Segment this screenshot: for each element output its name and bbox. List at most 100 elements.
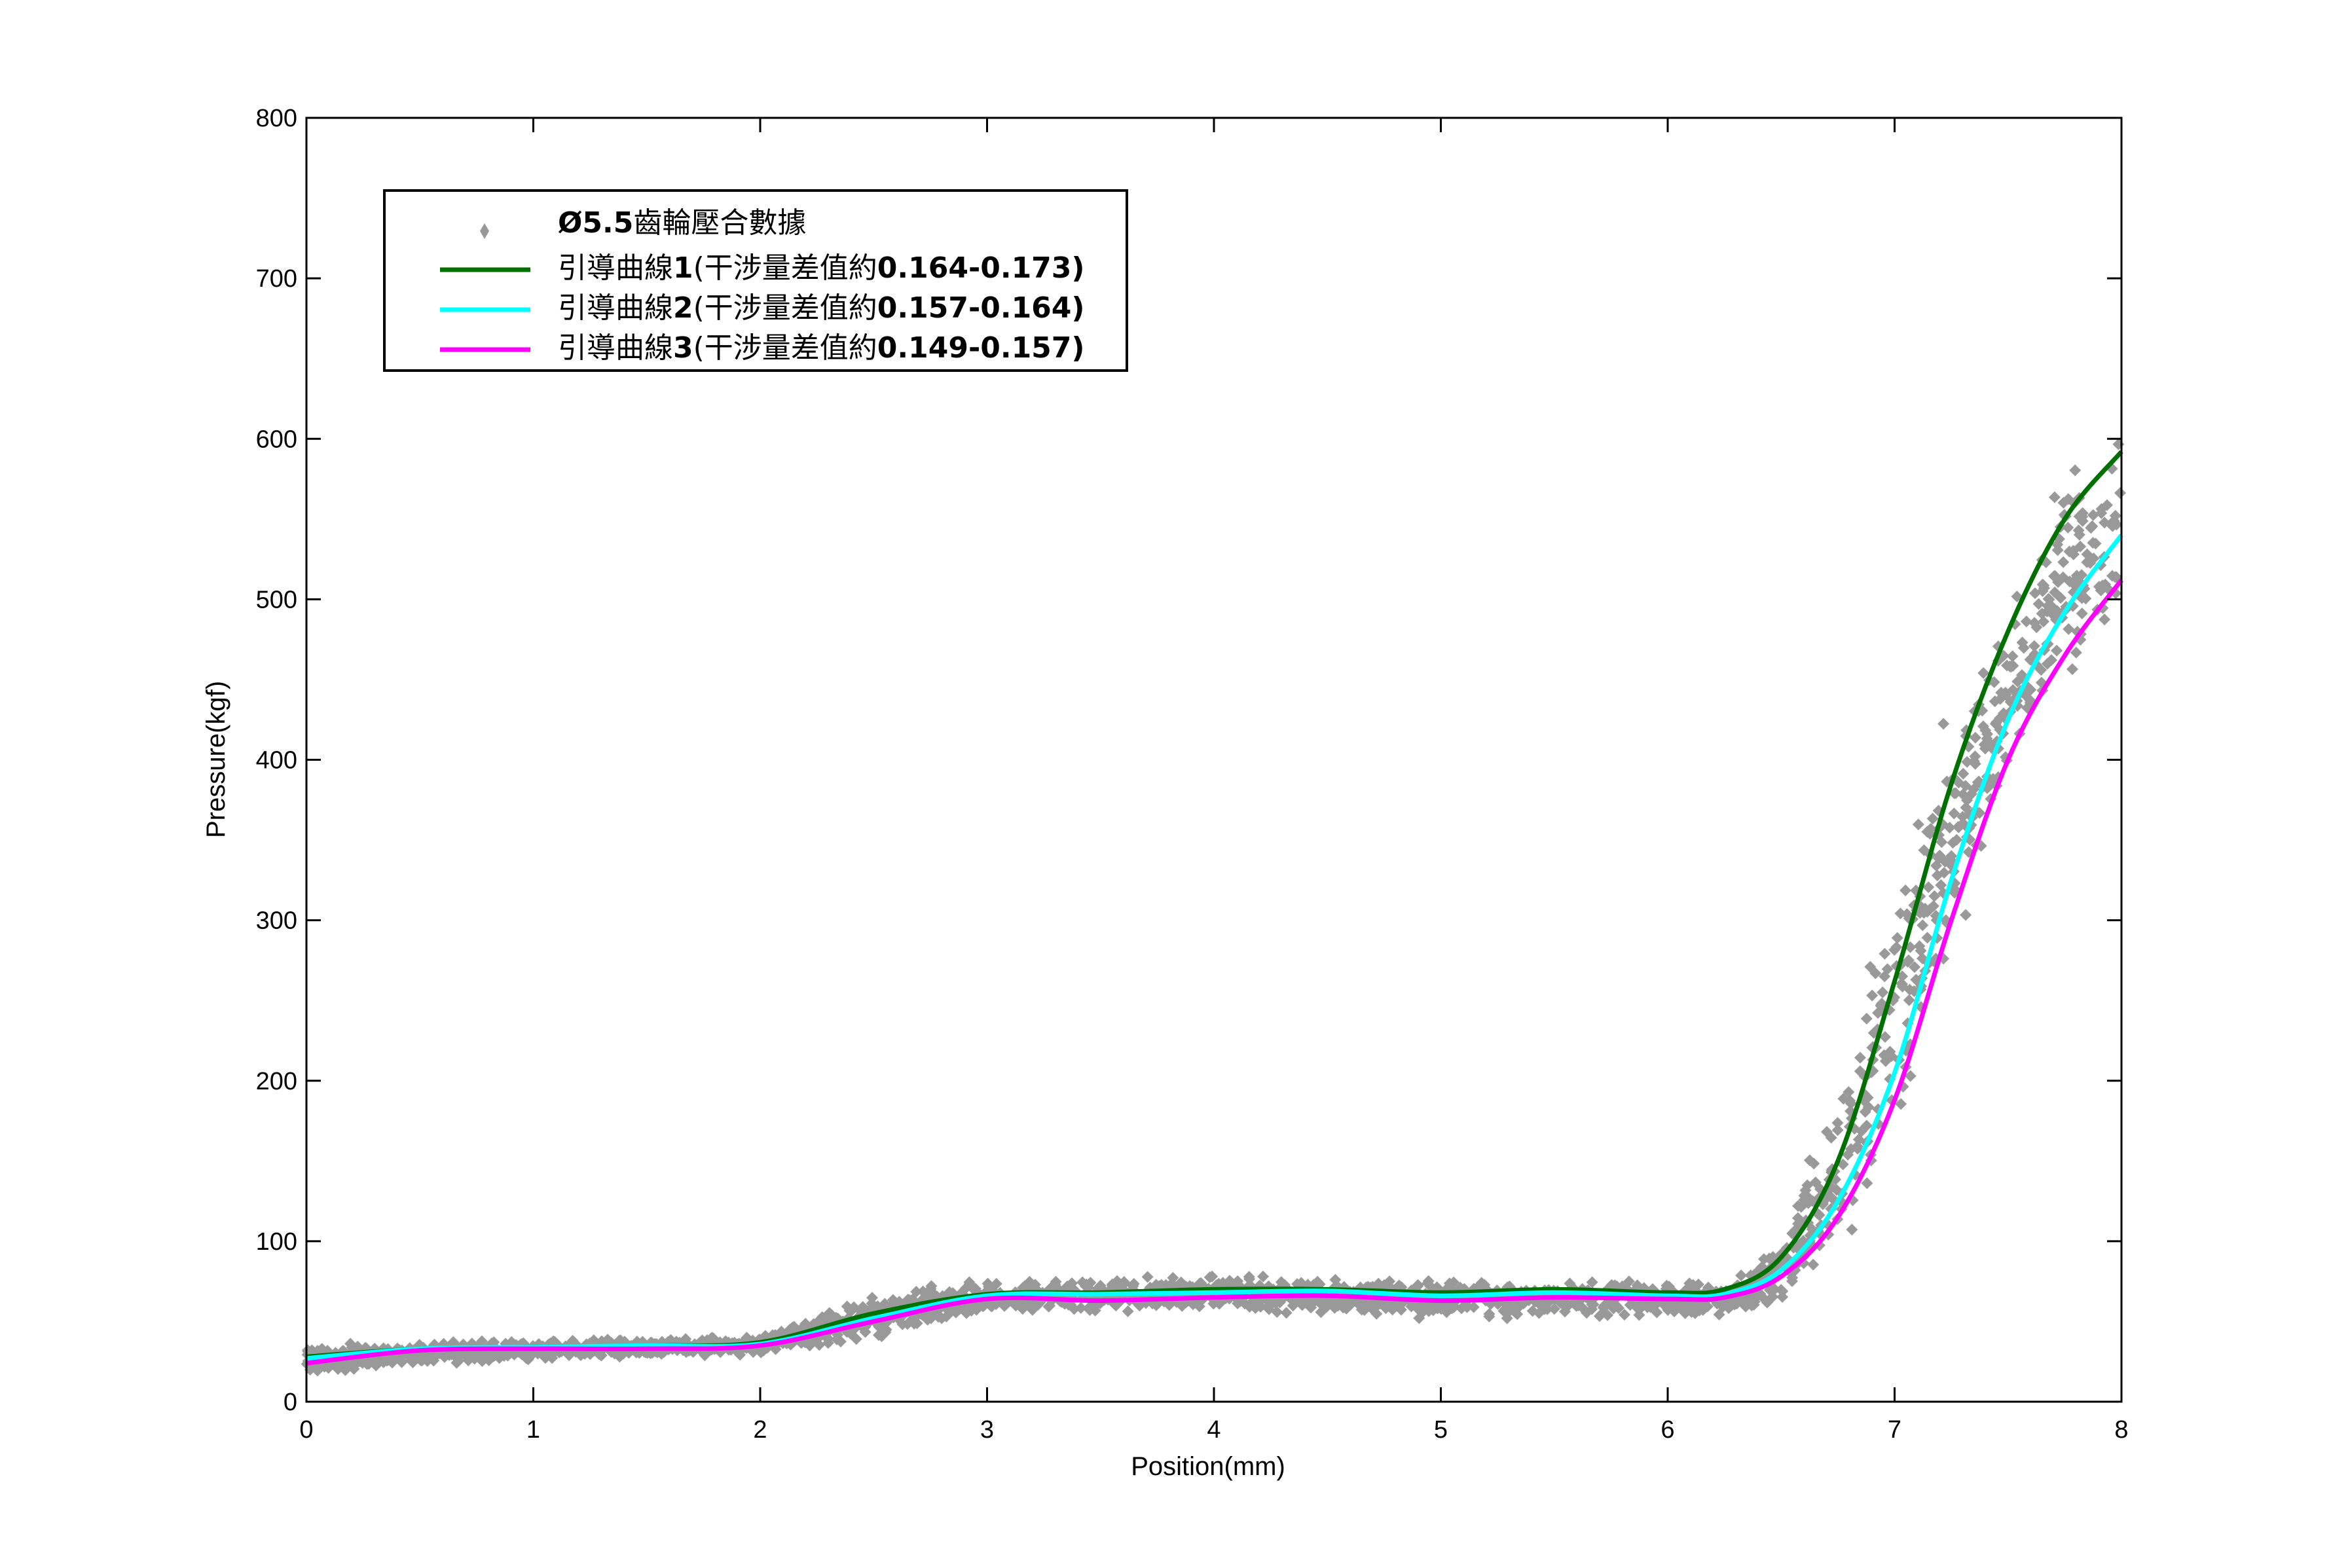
scatter-point [1175,1276,1187,1288]
scatter-point [2066,577,2079,589]
scatter-point [1206,1270,1219,1283]
scatter-point [1651,1306,1663,1319]
scatter-point [2081,556,2093,568]
x-tick-label: 2 [753,1416,767,1444]
scatter-point [1933,852,1945,865]
scatter-point [2072,524,2085,537]
scatter-point [1483,1310,1496,1322]
scatter-point [311,1364,323,1377]
scatter-point [1456,1302,1467,1315]
scatter-point [2051,544,2064,556]
y-tick-label: 600 [256,426,297,453]
scatter-point [917,1285,929,1298]
scatter-point [1948,807,1960,820]
scatter-point [901,1318,913,1330]
scatter-point [1824,1190,1836,1202]
scatter-point [1894,907,1907,920]
scatter-point [1896,977,1908,990]
y-tick-label: 200 [256,1068,297,1095]
series-line-2 [306,534,2123,1361]
scatter-point [1952,821,1964,833]
scatter-point [1791,1212,1804,1224]
scatter-point [2106,570,2118,582]
scatter-point [2087,509,2099,521]
scatter-point [1924,823,1937,835]
scatter-point [1624,1299,1636,1311]
scatter-point [850,1333,862,1345]
scatter-point [1548,1303,1560,1315]
scatter-point [1895,1098,1907,1110]
scatter-point [1959,780,1972,792]
scatter-point [2057,496,2070,509]
series-line-3 [306,578,2123,1366]
scatter-point [1935,879,1947,891]
scatter-point [1475,1277,1488,1289]
y-tick-label: 0 [284,1389,297,1416]
scatter-point [835,1336,847,1348]
scatter-point [1921,905,1934,918]
scatter-point [1884,1046,1896,1058]
scatter-point [1961,756,1973,768]
scatter-point [1978,738,1991,751]
scatter-point [1949,787,1962,799]
scatter-point [1918,844,1930,856]
scatter-point [1340,1302,1353,1315]
scatter-point [1122,1305,1134,1317]
scatter-point [1327,1300,1339,1312]
scatter-point [1936,836,1948,848]
scatter-point [2095,507,2108,519]
scatter-point [2048,570,2060,583]
scatter-point [2041,606,2053,617]
legend-label-3: 引導曲線3(干涉量差值約0.149-0.157) [558,331,1085,365]
scatter-point [1879,1055,1892,1067]
y-tick-label: 500 [256,586,297,613]
scatter-point [428,1355,440,1367]
scatter-point [1877,986,1889,998]
scatter-point [1448,1301,1460,1313]
scatter-point [1904,1070,1917,1082]
scatter-point [1915,945,1927,957]
scatter-point [1127,1280,1139,1292]
scatter-point [1693,1304,1706,1317]
scatter-point [1526,1305,1539,1317]
scatter-point [2020,615,2032,628]
scatter-point [1845,1143,1857,1155]
scatter-point [1951,833,1963,846]
x-tick-label: 0 [299,1416,313,1444]
scatter-point [1607,1302,1620,1315]
scatter-point [2038,582,2050,594]
scatter-point [1679,1307,1691,1319]
scatter-point [1767,1290,1779,1303]
scatter-point [1363,1300,1375,1312]
scatter-point [1315,1306,1327,1319]
scatter-point [848,1301,860,1313]
scatter-point [386,1357,398,1369]
scatter-point [1921,932,1934,944]
scatter-point [2070,646,2082,659]
scatter-point [963,1276,976,1288]
scatter-point [2037,615,2049,628]
series-line-1 [306,450,2123,1359]
scatter-point [1803,1154,1816,1167]
scatter-point [2076,515,2089,527]
scatter-point [1879,1030,1891,1043]
legend-label-1: 引導曲線1(干涉量差值約0.164-0.173) [558,251,1085,285]
scatter-point [2066,663,2078,676]
scatter-point [1969,731,1981,744]
legend-label-scatter: Ø5.5齒輪壓合數據 [558,206,806,240]
scatter-point [1879,970,1891,983]
scatter-point [970,1304,983,1316]
scatter-point [1831,1124,1844,1137]
scatter-point [2057,556,2070,568]
scatter-point [2041,657,2053,670]
scatter-point [1735,1269,1748,1282]
scatter-point [1266,1296,1279,1308]
scatter-point [1956,788,1969,801]
scatter-point [344,1338,357,1350]
x-tick-label: 5 [1434,1416,1448,1444]
scatter-point [350,1357,363,1370]
scatter-point [1084,1277,1097,1289]
scatter-point [2114,487,2126,499]
legend-box [383,189,1128,372]
scatter-point [1830,1184,1843,1196]
